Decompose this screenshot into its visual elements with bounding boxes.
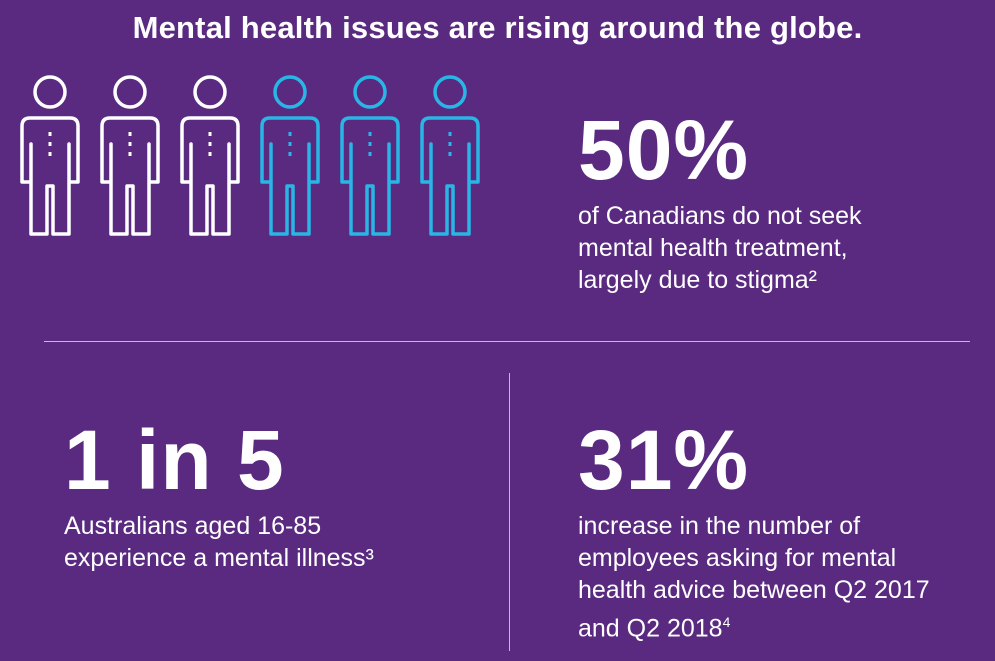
stat-line: largely due to stigma² bbox=[578, 266, 818, 294]
vertical-divider bbox=[509, 373, 510, 651]
horizontal-divider bbox=[44, 341, 970, 342]
people-icon-row bbox=[18, 74, 482, 236]
stat-value: 1 in 5 bbox=[64, 413, 285, 507]
stat-line: increase in the number of bbox=[578, 512, 861, 540]
person-icon bbox=[178, 74, 242, 236]
stat-line: health advice between Q2 2017 bbox=[578, 576, 930, 604]
stat-line: employees asking for mental bbox=[578, 544, 897, 572]
stat-description: increase in the number of employees aski… bbox=[578, 510, 930, 644]
person-icon bbox=[18, 74, 82, 236]
page-title: Mental health issues are rising around t… bbox=[132, 10, 863, 45]
stat-value: 50% bbox=[578, 103, 750, 197]
stat-value: 31% bbox=[578, 413, 750, 507]
stat-employees: 31% increase in the number of employees … bbox=[578, 418, 930, 644]
stat-line: and Q2 20184 bbox=[578, 606, 930, 644]
stat-description: of Canadians do not seek mental health t… bbox=[578, 200, 862, 296]
stat-line-text: and Q2 2018 bbox=[578, 614, 723, 643]
stat-line: Australians aged 16-85 bbox=[64, 512, 322, 540]
stat-description: Australians aged 16-85 experience a ment… bbox=[64, 510, 374, 574]
stat-line: of Canadians do not seek bbox=[578, 202, 862, 230]
person-icon bbox=[98, 74, 162, 236]
stat-line: mental health treatment, bbox=[578, 234, 848, 262]
stat-australia: 1 in 5 Australians aged 16-85 experience… bbox=[64, 418, 374, 574]
stat-line: experience a mental illness³ bbox=[64, 544, 374, 572]
person-icon bbox=[418, 74, 482, 236]
footnote-marker: 4 bbox=[722, 614, 731, 630]
stat-canada: 50% of Canadians do not seek mental heal… bbox=[578, 108, 862, 296]
person-icon bbox=[338, 74, 402, 236]
person-icon bbox=[258, 74, 322, 236]
